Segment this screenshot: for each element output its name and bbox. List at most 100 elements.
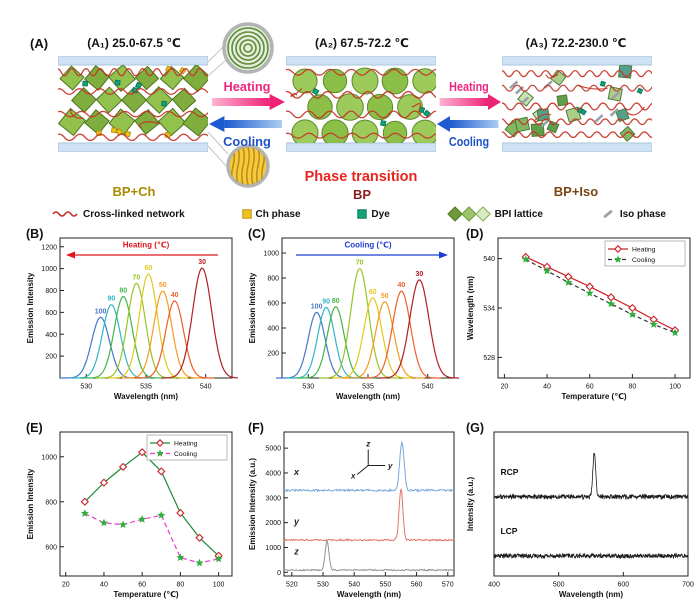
- star-marker: [671, 328, 680, 337]
- diamond-marker: [585, 282, 594, 291]
- panel-b-label: (B): [26, 227, 44, 241]
- y-tick-label: 400: [45, 332, 57, 339]
- ch-phase-icon: [241, 209, 252, 219]
- legend-entry-label: Heating: [632, 247, 656, 254]
- x-tick-label: 520: [286, 582, 298, 589]
- diamond-marker: [138, 448, 147, 457]
- trace-label: x: [293, 467, 300, 477]
- x-axis-label: Temperature (℃): [113, 590, 178, 599]
- star-marker: [607, 299, 616, 308]
- star-marker: [628, 310, 637, 318]
- trace-LCP: [493, 552, 689, 560]
- spectrum-70: [95, 282, 177, 379]
- y-tick-label: 1000: [263, 251, 279, 258]
- trace-label: RCP: [500, 467, 518, 477]
- star-marker: [99, 518, 108, 527]
- legend-box: [604, 240, 686, 267]
- peak-temp-label: 80: [119, 288, 127, 295]
- y-tick-label: 800: [267, 276, 279, 283]
- heating-arrow: [439, 98, 489, 106]
- spectrum-70: [319, 268, 400, 379]
- diamond-marker: [99, 478, 109, 487]
- y-tick-label: 1000: [265, 545, 281, 552]
- x-axis-label: Wavelength (nm): [559, 590, 623, 599]
- chart-panel-f: 520 530 540 550 560 570 0 1000 2000 3000 4000 5000 W…: [246, 424, 460, 602]
- panel-g-label: (G): [466, 421, 485, 435]
- trace-label: y: [293, 517, 300, 527]
- legend-entry-label: Heating: [174, 441, 198, 448]
- peak-temp-label: 90: [107, 296, 115, 303]
- x-tick-label: 60: [138, 582, 146, 589]
- diamond-marker: [195, 533, 204, 542]
- y-tick-label: 400: [267, 326, 279, 333]
- trace-label: z: [293, 547, 299, 557]
- x-tick-label: 570: [442, 582, 454, 589]
- y-tick-label: 3000: [265, 495, 281, 502]
- polarized-emission-traces-chart: 520 530 540 550 560 570 0 1000 2000 3000 4000 5000 W…: [248, 431, 455, 599]
- x-tick-label: 500: [553, 582, 565, 589]
- legend-item-iso-phase: Iso phase: [600, 208, 666, 220]
- peak-temp-label: 30: [415, 271, 423, 278]
- peak-temp-label: 90: [322, 298, 330, 305]
- heating-label: Heating: [449, 80, 489, 94]
- peak-temp-label: 50: [381, 293, 389, 300]
- star-marker: [585, 288, 594, 297]
- y-tick-label: 2000: [265, 520, 281, 527]
- y-tick-label: 600: [45, 544, 57, 551]
- star-marker: [138, 515, 147, 523]
- y-axis-label: Emission Intensity: [26, 272, 35, 343]
- diamond-marker: [628, 303, 637, 313]
- x-tick-label: 560: [411, 582, 423, 589]
- cooling-arrow-head: [437, 116, 450, 132]
- plot-frame: [283, 431, 455, 577]
- intensity-vs-temperature-chart: 20 40 60 80 100 600 800 1000 Temperature (℃) Emis…: [26, 431, 233, 599]
- fingerprint-inset-bottom-icon: [226, 144, 270, 188]
- legend-label: BPI lattice: [494, 208, 543, 220]
- stage1-header: (A₁) 25.0-67.5 ℃: [87, 36, 181, 50]
- star-marker: [156, 449, 164, 457]
- schematic-bp-ch: [58, 56, 208, 152]
- y-tick-label: 1200: [41, 244, 57, 251]
- spectrum-30: [161, 267, 238, 379]
- diamond-marker: [157, 467, 166, 476]
- dye-icon: [357, 209, 368, 219]
- x-tick-label: 530: [302, 384, 314, 391]
- x-tick-label: 80: [177, 582, 185, 589]
- star-marker: [649, 320, 658, 328]
- x-tick-label: 540: [422, 384, 434, 391]
- star-marker: [157, 511, 166, 519]
- peak-temp-label: 30: [198, 259, 206, 266]
- plot-frame: [493, 431, 689, 577]
- y-tick-label: 600: [45, 310, 57, 317]
- legend-label: Dye: [371, 208, 390, 220]
- diamond-marker: [156, 439, 164, 447]
- series-line-Heating: [84, 451, 220, 557]
- diamond-marker: [614, 245, 622, 253]
- y-axis-label: Intensity (a.u.): [466, 477, 475, 532]
- cooling-arrow: [449, 120, 499, 128]
- cooling-arrow-head: [209, 116, 225, 132]
- fingerprint-inset-top-icon: [222, 22, 274, 74]
- x-tick-label: 530: [80, 384, 92, 391]
- y-axis-label: Wavelength (nm): [466, 276, 475, 340]
- spectrum-60: [332, 297, 413, 379]
- x-tick-label: 530: [317, 582, 329, 589]
- stage2-header: (A₂) 67.5-72.2 ℃: [315, 36, 409, 50]
- panel-a-label: (A): [30, 36, 49, 51]
- peak-temp-label: 80: [332, 298, 340, 305]
- cooling-label: Cooling: [449, 135, 489, 149]
- stage3-header: (A₃) 72.2-230.0 ℃: [525, 36, 627, 50]
- x-tick-label: 540: [200, 384, 212, 391]
- x-tick-label: 20: [62, 582, 70, 589]
- star-marker: [521, 255, 530, 263]
- x-tick-label: 100: [669, 384, 681, 391]
- series-line-Cooling: [84, 512, 219, 564]
- peak-temp-label: 100: [311, 303, 323, 310]
- legend-item-crosslinked-network: Cross-linked network: [52, 209, 185, 220]
- diamond-marker: [606, 293, 616, 302]
- schematic-bp: [286, 56, 436, 152]
- x-tick-label: 100: [213, 582, 225, 589]
- phase-transition-label: Phase transition: [304, 169, 418, 185]
- spectrum-50: [344, 301, 425, 379]
- diamond-marker: [118, 462, 128, 472]
